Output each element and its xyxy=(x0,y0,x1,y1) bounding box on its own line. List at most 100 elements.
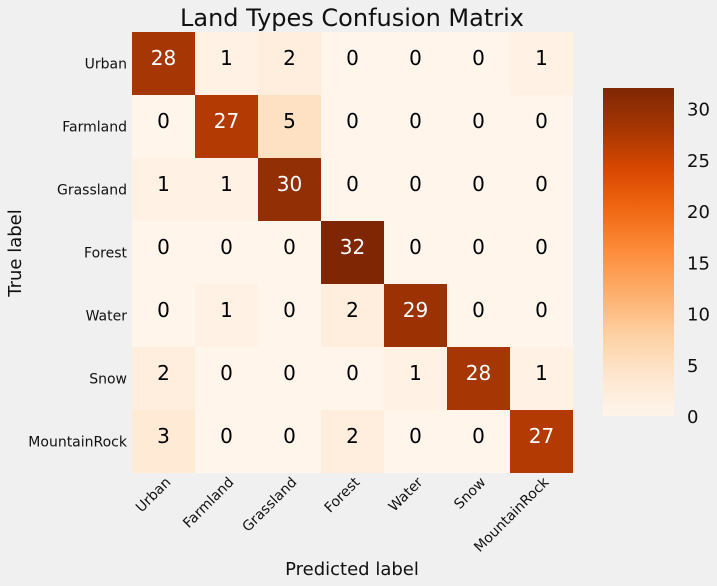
colorbar: 0 5 10 15 20 25 30 xyxy=(603,88,710,428)
heatmap-cell xyxy=(132,158,195,221)
x-tick-label: Urban xyxy=(133,475,174,516)
colorbar-tick-label: 10 xyxy=(687,305,710,326)
cell-value-label: 2 xyxy=(283,46,296,70)
cell-value-label: 2 xyxy=(346,424,359,448)
heatmap-cell xyxy=(447,410,510,473)
heatmap-cell xyxy=(195,158,258,221)
cell-value-label: 0 xyxy=(220,424,233,448)
cell-value-label: 0 xyxy=(535,109,548,133)
y-tick-label: Snow xyxy=(89,372,127,388)
cell-value-label: 0 xyxy=(220,361,233,385)
heatmap-cell xyxy=(195,95,258,158)
cell-value-label: 1 xyxy=(220,298,233,322)
cell-value-label: 28 xyxy=(151,46,176,70)
cell-value-label: 29 xyxy=(403,298,428,322)
cell-value-label: 0 xyxy=(346,109,359,133)
cell-value-label: 1 xyxy=(157,172,170,196)
colorbar-tick-label: 0 xyxy=(687,407,698,428)
x-axis-label: Predicted label xyxy=(285,559,419,580)
cell-value-label: 0 xyxy=(346,46,359,70)
heatmap-cell xyxy=(195,410,258,473)
x-tick-label: Forest xyxy=(322,474,364,516)
heatmap-cell xyxy=(510,158,573,221)
cell-value-label: 0 xyxy=(472,424,485,448)
cell-value-label: 0 xyxy=(472,298,485,322)
cell-value-label: 0 xyxy=(409,235,422,259)
heatmap-cell xyxy=(258,221,321,284)
heatmap-cell xyxy=(321,347,384,410)
cell-value-label: 0 xyxy=(409,46,422,70)
cell-value-label: 1 xyxy=(535,46,548,70)
heatmap-cell xyxy=(132,221,195,284)
heatmap-cell xyxy=(447,221,510,284)
heatmap-cell xyxy=(132,284,195,347)
y-axis-label: True label xyxy=(5,209,26,298)
cell-value-label: 0 xyxy=(472,235,485,259)
heatmap-cell xyxy=(321,284,384,347)
heatmap-cell xyxy=(447,284,510,347)
heatmap-cell xyxy=(321,158,384,221)
colorbar-tick-label: 15 xyxy=(687,253,710,274)
x-tick-label: Snow xyxy=(451,475,489,513)
cell-value-label: 0 xyxy=(535,235,548,259)
y-tick-label: Grassland xyxy=(57,183,127,199)
cell-value-label: 32 xyxy=(340,235,365,259)
cell-value-label: 2 xyxy=(346,298,359,322)
cell-value-label: 1 xyxy=(409,361,422,385)
cell-value-label: 1 xyxy=(535,361,548,385)
cell-value-label: 28 xyxy=(466,361,491,385)
heatmap-cell xyxy=(384,347,447,410)
colorbar-tick-label: 25 xyxy=(687,151,710,172)
chart-title: Land Types Confusion Matrix xyxy=(180,4,524,32)
heatmap-cell xyxy=(258,158,321,221)
x-tick-labels: Urban Farmland Grassland Forest Water SnowMou… xyxy=(133,474,553,556)
cell-value-label: 0 xyxy=(283,298,296,322)
heatmap-cell xyxy=(447,95,510,158)
heatmap-cell xyxy=(321,32,384,95)
heatmap-cell xyxy=(384,284,447,347)
cell-value-label: 30 xyxy=(277,172,302,196)
heatmap-cell xyxy=(384,32,447,95)
cell-value-label: 5 xyxy=(283,109,296,133)
cell-value-label: 1 xyxy=(220,172,233,196)
heatmap-cell xyxy=(321,95,384,158)
y-tick-label: Farmland xyxy=(62,120,127,136)
heatmap-cell xyxy=(132,347,195,410)
heatmap-cell xyxy=(384,95,447,158)
heatmap-cell xyxy=(258,347,321,410)
y-tick-label: MountainRock xyxy=(28,435,128,451)
cell-value-label: 0 xyxy=(409,172,422,196)
cell-value-label: 0 xyxy=(472,46,485,70)
heatmap-cell xyxy=(510,95,573,158)
heatmap-cell xyxy=(195,284,258,347)
heatmap-cell xyxy=(510,32,573,95)
colorbar-gradient xyxy=(603,88,674,416)
heatmap-cell xyxy=(510,410,573,473)
heatmap-cell xyxy=(132,95,195,158)
cell-value-label: 0 xyxy=(409,109,422,133)
cell-value-label: 0 xyxy=(220,235,233,259)
cell-value-label: 27 xyxy=(529,424,554,448)
heatmap-cell xyxy=(510,284,573,347)
heatmap-cell xyxy=(510,221,573,284)
cell-value-label: 0 xyxy=(535,298,548,322)
heatmap-cell xyxy=(195,347,258,410)
cell-value-label: 0 xyxy=(346,361,359,385)
cell-value-label: 27 xyxy=(214,109,239,133)
y-tick-labels: Urban Farmland Grassland Forest Water Snow Mou… xyxy=(28,57,128,451)
heatmap-cell xyxy=(195,32,258,95)
x-tick-label: Grassland xyxy=(240,475,301,536)
y-tick-label: Water xyxy=(86,309,128,325)
cell-value-label: 2 xyxy=(157,361,170,385)
heatmap-cell xyxy=(510,347,573,410)
colorbar-tick-label: 30 xyxy=(687,100,710,121)
colorbar-tick-label: 5 xyxy=(687,356,698,377)
heatmap-cell xyxy=(384,158,447,221)
cell-value-label: 0 xyxy=(283,235,296,259)
y-tick-label: Urban xyxy=(85,57,127,73)
cell-value-label: 0 xyxy=(535,172,548,196)
cell-value-label: 0 xyxy=(283,361,296,385)
cell-value-label: 0 xyxy=(409,424,422,448)
